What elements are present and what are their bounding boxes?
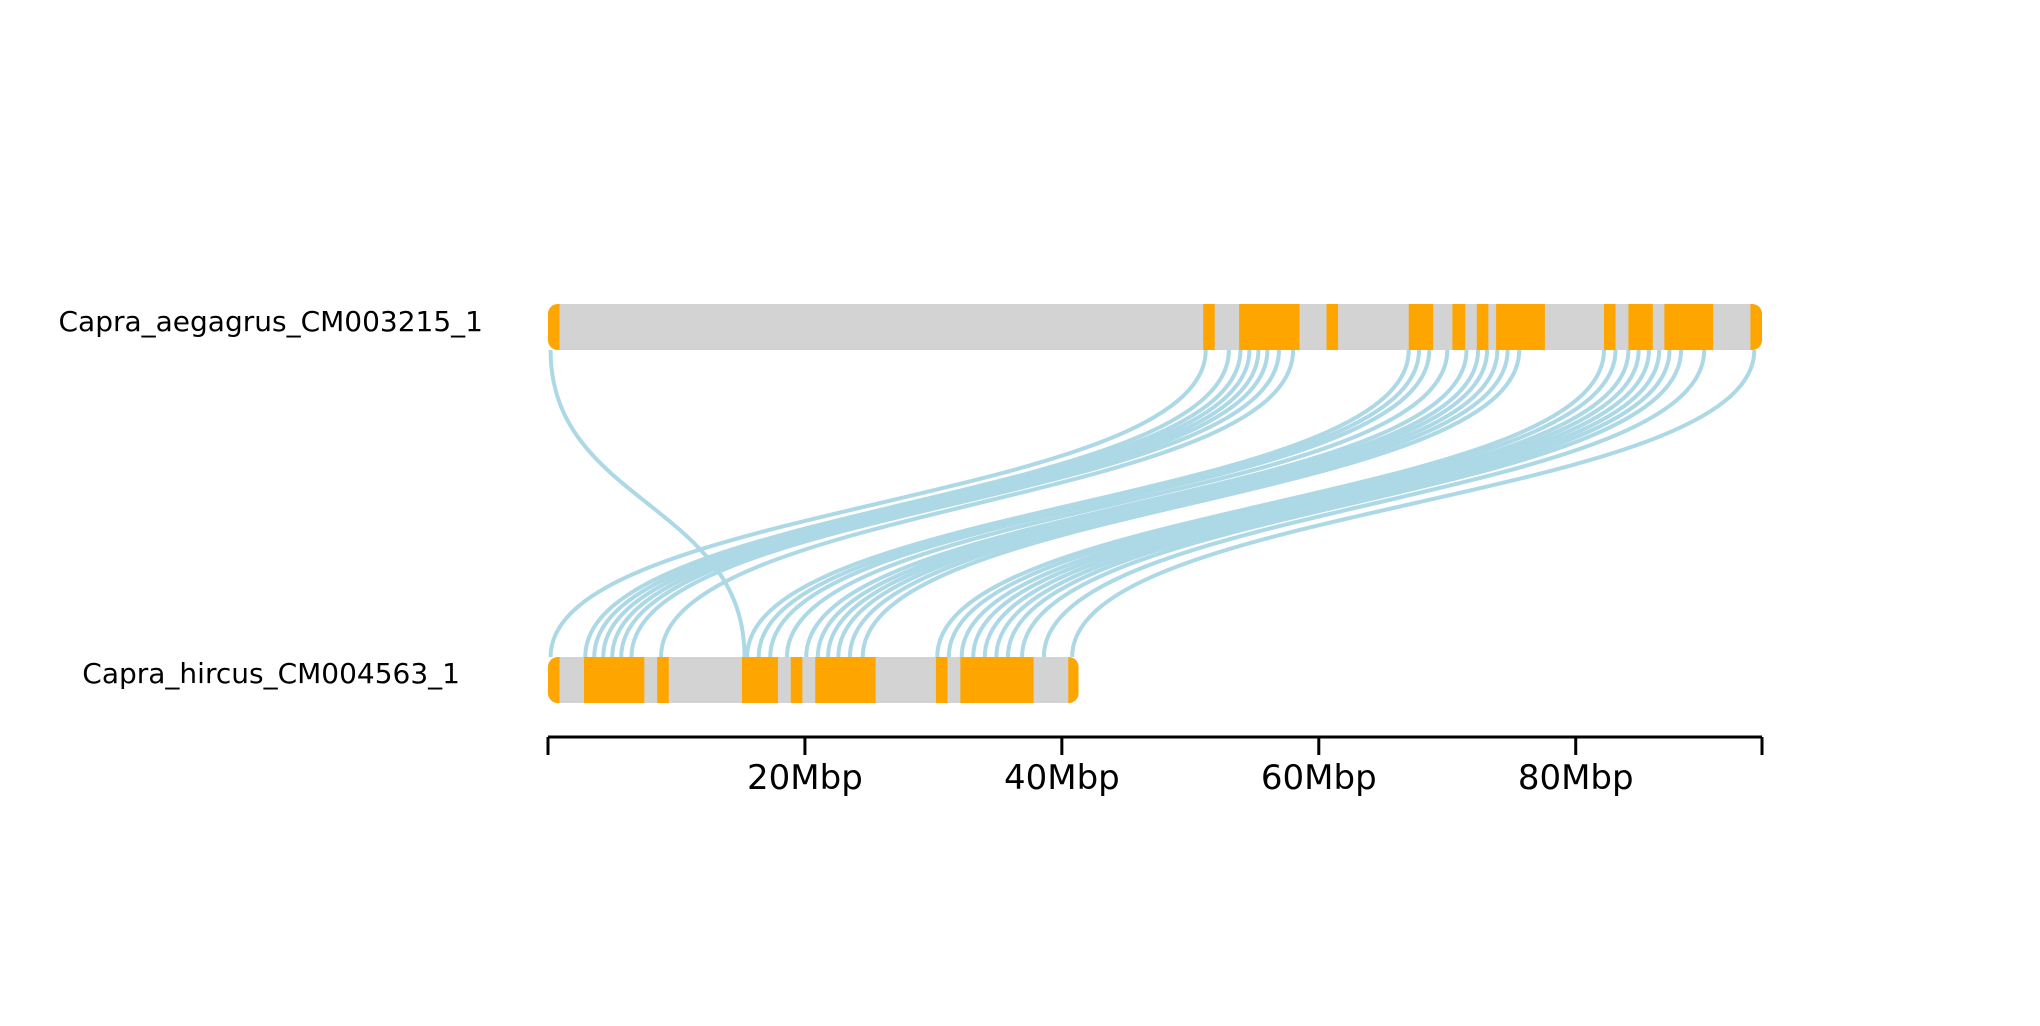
synteny-link-24 [982,349,1651,658]
synteny-link-26 [1005,349,1672,658]
synteny-link-18 [847,349,1510,658]
syntenic-block-top-1 [548,304,560,350]
syntenic-block-top-8 [1496,304,1545,350]
chromosome-bar-top [548,304,1762,350]
synteny-link-8 [629,349,1281,658]
synteny-link-15 [815,349,1481,658]
synteny-link-9 [659,349,1296,658]
synteny-link-3 [583,349,1231,658]
synteny-link-1 [548,349,747,658]
synteny-link-19 [860,349,1522,658]
syntenic-block-top-9 [1603,304,1616,350]
synteny-link-21 [946,349,1618,658]
syntenic-block-bottom-5 [790,657,803,703]
chromosome-label-bottom: Capra_hircus_CM004563_1 [82,657,460,690]
scale-axis: 20Mbp 40Mbp 60Mbp 80Mbp [546,735,1764,798]
syntenic-block-bottom-8 [960,657,1034,703]
synteny-link-22 [959,349,1631,658]
syntenic-block-bottom-6 [815,657,876,703]
synteny-link-27 [1020,349,1684,658]
axis-tick-label-3: 40Mbp [1004,758,1120,798]
axis-tick-label-5: 80Mbp [1518,758,1634,798]
syntenic-block-bottom-2 [583,657,645,703]
chromosome-top [548,304,1762,350]
synteny-link-29 [1070,349,1757,658]
syntenic-block-bottom-4 [741,657,778,703]
axis-tick-label-2: 20Mbp [747,758,863,798]
chromosome-label-top: Capra_aegagrus_CM003215_1 [59,305,484,338]
synteny-link-7 [619,349,1270,658]
chromosome-bottom [548,657,1079,703]
synteny-link-20 [935,349,1606,658]
synteny-link-10 [745,349,1411,658]
synteny-links [548,349,1757,658]
syntenic-block-bottom-9 [1068,657,1079,703]
synteny-link-17 [836,349,1500,658]
axis-tick-label-4: 60Mbp [1261,758,1377,798]
syntenic-block-top-4 [1326,304,1339,350]
synteny-link-5 [601,349,1252,658]
syntenic-block-bottom-7 [935,657,948,703]
synteny-link-11 [756,349,1421,658]
synteny-link-6 [610,349,1261,658]
syntenic-block-top-6 [1452,304,1466,350]
synteny-link-14 [804,349,1469,658]
syntenic-block-top-2 [1203,304,1215,350]
syntenic-block-top-10 [1628,304,1653,350]
synteny-link-13 [784,349,1450,658]
syntenic-block-top-7 [1476,304,1489,350]
syntenic-block-top-11 [1664,304,1714,350]
synteny-link-16 [826,349,1490,658]
syntenic-block-top-3 [1239,304,1300,350]
synteny-link-4 [592,349,1243,658]
syntenic-block-bottom-3 [657,657,669,703]
synteny-link-23 [971,349,1641,658]
syntenic-block-top-5 [1408,304,1434,350]
syntenic-block-bottom-1 [548,657,560,703]
synteny-link-12 [768,349,1432,658]
synteny-link-28 [1041,349,1707,658]
synteny-link-25 [994,349,1662,658]
synteny-link-2 [548,349,1208,658]
syntenic-block-top-12 [1750,304,1762,350]
